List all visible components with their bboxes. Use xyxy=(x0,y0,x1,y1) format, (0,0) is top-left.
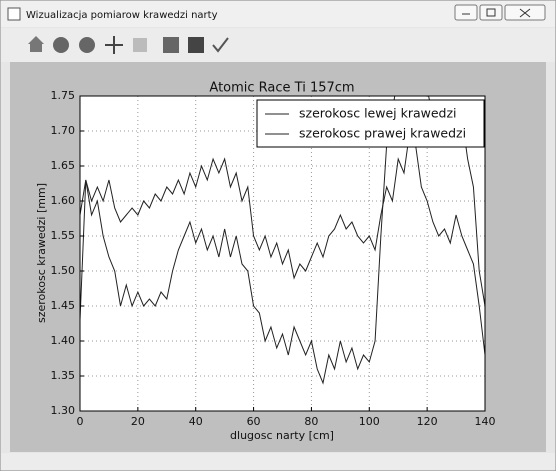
window-title: Wizualizacja pomiarow krawedzi narty xyxy=(26,10,218,21)
minimize-button[interactable] xyxy=(454,4,478,21)
x-tick-label: 100 xyxy=(359,415,380,428)
x-tick-label: 40 xyxy=(189,415,203,428)
window-controls[interactable] xyxy=(454,4,546,21)
chart-title: Atomic Race Ti 157cm xyxy=(209,81,354,96)
y-tick-label: 1.55 xyxy=(51,229,76,242)
zoom-button[interactable] xyxy=(133,38,147,52)
x-axis-label: dlugosc narty [cm] xyxy=(230,429,334,442)
y-tick-label: 1.75 xyxy=(51,89,76,102)
x-tick-label: 80 xyxy=(304,415,318,428)
icon xyxy=(486,8,496,17)
back-button[interactable] xyxy=(53,37,69,53)
data-line xyxy=(80,129,485,356)
app-icon xyxy=(7,7,21,21)
legend-box xyxy=(256,99,485,148)
y-tick-label: 1.70 xyxy=(51,124,76,137)
x-tick-label: 120 xyxy=(417,415,438,428)
legend-label: szerokosc lewej krawedzi xyxy=(299,106,457,121)
save-button[interactable] xyxy=(188,37,204,53)
pan-button[interactable] xyxy=(105,36,123,54)
y-tick-label: 1.65 xyxy=(51,159,76,172)
x-tick-label: 140 xyxy=(475,415,496,428)
y-tick-label: 1.40 xyxy=(51,334,76,347)
maximize-button[interactable] xyxy=(479,4,503,21)
edit-button[interactable] xyxy=(212,37,229,53)
icon xyxy=(519,8,531,18)
axes-frame xyxy=(79,95,486,412)
y-tick-label: 1.30 xyxy=(51,404,76,417)
y-tick-label: 1.45 xyxy=(51,299,76,312)
toolbar-buttons[interactable] xyxy=(28,36,229,54)
x-tick-label: 60 xyxy=(247,415,261,428)
legend-label: szerokosc prawej krawedzi xyxy=(299,126,466,141)
forward-button[interactable] xyxy=(79,37,95,53)
y-axis-label: szerokosc krawedzi [mm] xyxy=(35,183,48,323)
configure-button[interactable] xyxy=(163,37,179,53)
data-line xyxy=(80,96,485,385)
y-tick-label: 1.35 xyxy=(51,369,76,382)
y-tick-label: 1.60 xyxy=(51,194,76,207)
home-button[interactable] xyxy=(28,36,44,52)
x-tick-label: 0 xyxy=(77,415,84,428)
plot-area xyxy=(80,96,485,411)
y-tick-label: 1.50 xyxy=(51,264,76,277)
status-bar xyxy=(1,453,555,470)
x-tick-label: 20 xyxy=(131,415,145,428)
